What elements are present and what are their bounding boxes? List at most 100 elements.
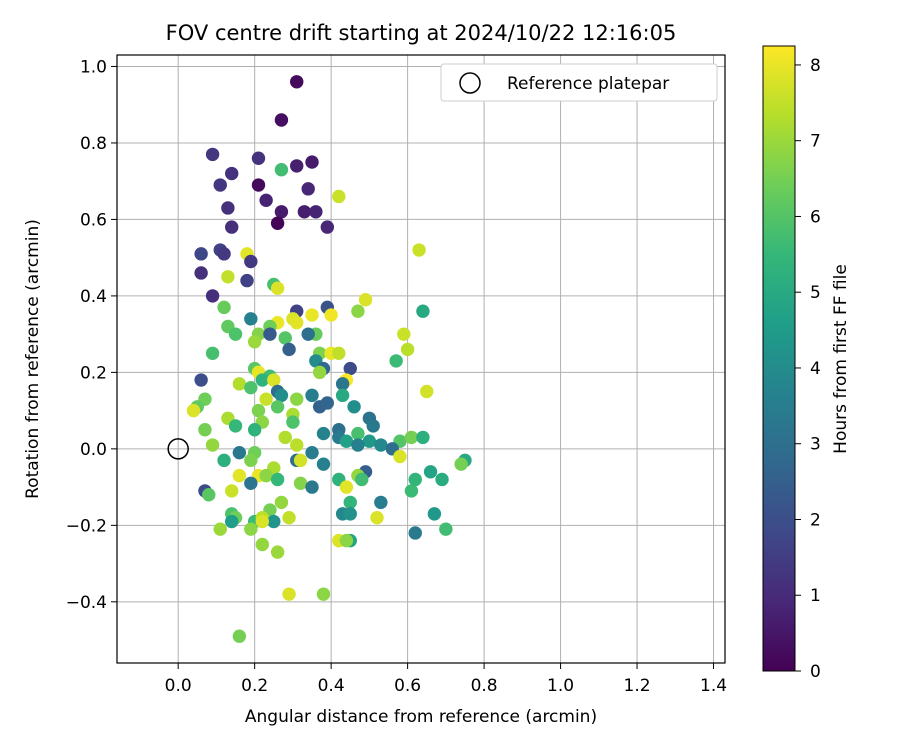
data-point [255,514,270,529]
x-ticks: 0.0 0.2 0.4 0.6 0.8 1.0 1.2 1.4 [165,663,727,696]
colorbar-tick-label: 4 [810,359,821,379]
data-point [290,159,304,173]
y-tick-label: 0.6 [80,210,107,230]
data-point [225,484,239,498]
x-tick-label: 1.0 [547,676,574,696]
y-tick-label: 0.2 [80,363,107,383]
data-point [347,400,361,414]
data-point [412,243,426,257]
data-point [194,373,208,387]
data-point [267,373,281,387]
data-point [205,147,220,162]
data-point [305,388,319,403]
data-point [316,426,331,441]
data-point [408,526,422,540]
data-point [454,457,468,471]
data-point [305,308,319,322]
data-point [247,335,262,349]
data-point [205,438,220,452]
y-ticks: −0.4 −0.2 0.0 0.2 0.4 0.6 0.8 1.0 [66,57,117,613]
data-point [221,201,235,215]
data-point [389,354,403,368]
plot-frame [116,54,726,664]
data-point [217,453,231,468]
data-point [374,438,388,452]
data-point [232,629,247,643]
data-point [228,327,243,341]
data-point [290,438,304,452]
data-point [267,514,281,529]
data-point [225,166,239,181]
data-point [228,419,243,433]
x-tick-label: 0.0 [165,676,192,696]
data-point [255,373,270,387]
data-point [400,342,415,357]
reference-point-marker [167,438,189,460]
data-point [198,423,212,437]
data-point [343,495,357,510]
data-point [259,468,273,483]
data-point [332,189,346,204]
data-point [351,438,365,452]
colorbar-tick-label: 5 [810,283,821,303]
data-point [205,346,220,360]
data-point [259,392,273,406]
data-point [240,273,254,288]
data-point [217,247,231,261]
data-point [244,522,258,536]
data-point [282,342,296,357]
data-point [232,377,247,391]
data-point [404,430,419,445]
colorbar-tick-label: 8 [810,56,821,76]
data-point [278,430,292,445]
x-tick-label: 0.4 [318,676,345,696]
data-point [259,193,273,208]
data-point [439,522,453,536]
data-point [244,312,258,326]
data-point [213,522,227,536]
data-point [263,327,277,341]
data-point [244,380,258,395]
data-point [324,308,338,322]
x-tick-label: 0.6 [394,676,421,696]
data-point [339,434,354,448]
data-point [274,495,289,510]
data-point [423,465,438,479]
data-point [351,304,365,318]
data-point [305,445,319,460]
legend: Reference platepar [440,63,718,102]
colorbar-tick-label: 7 [810,132,821,152]
data-point [244,453,258,468]
data-point [232,445,247,460]
data-point [290,315,304,330]
data-point [301,182,315,196]
y-tick-label: 0.8 [80,134,107,154]
data-point [221,270,235,284]
data-point [244,254,258,269]
colorbar-tick-label: 1 [810,586,821,606]
data-point [293,453,308,468]
data-point [270,472,285,487]
data-point [420,384,434,399]
data-point [320,220,335,234]
y-axis-label: Rotation from reference (arcmin) [23,219,43,499]
data-point [335,377,350,391]
data-point [202,488,216,502]
data-point [320,396,335,410]
y-tick-label: −0.4 [66,593,107,613]
data-point [404,484,419,498]
data-point [316,457,331,471]
data-point [435,472,449,487]
data-point [370,510,384,525]
colorbar-tick-label: 2 [810,510,821,530]
data-point [358,293,373,307]
data-point [335,388,350,403]
data-point [270,545,285,559]
data-point [194,266,208,280]
data-point [286,415,300,429]
x-tick-label: 1.4 [700,676,727,696]
data-point [274,388,289,403]
data-point [278,331,292,345]
data-point [362,434,377,448]
